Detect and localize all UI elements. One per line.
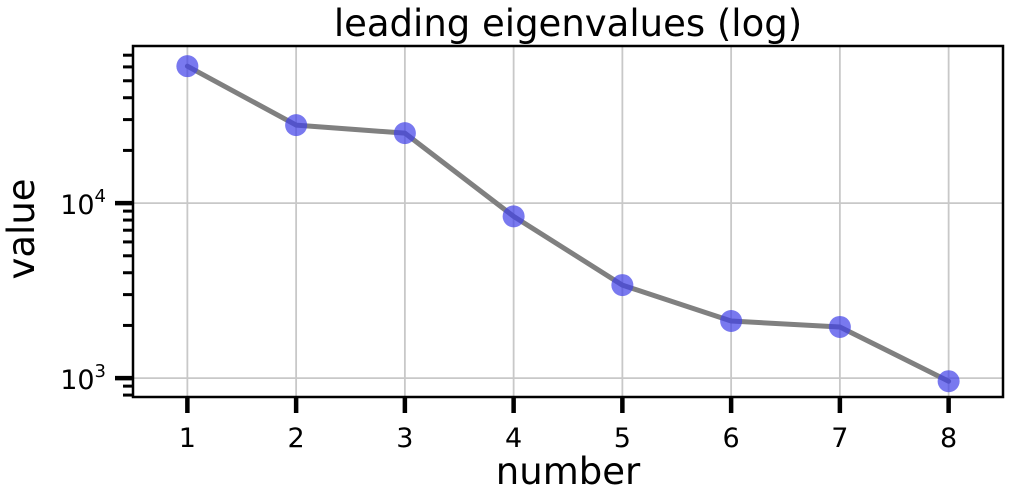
x-tick-label: 1 <box>179 423 196 454</box>
data-line <box>184 63 952 384</box>
x-tick-label: 7 <box>831 423 848 454</box>
data-point <box>720 310 743 333</box>
data-point <box>828 315 851 338</box>
y-tick-label: 103 <box>60 361 106 396</box>
y-axis-label: value <box>0 178 43 279</box>
x-tick-label: 8 <box>940 423 957 454</box>
x-tick-label: 3 <box>396 423 413 454</box>
x-axis-label: number <box>496 450 641 493</box>
data-point <box>176 55 199 78</box>
axes-layer: 1 2 3 4 5 6 7 8 103 104 <box>60 53 957 454</box>
data-point <box>393 122 416 145</box>
data-point <box>502 205 525 228</box>
data-layer <box>176 55 960 393</box>
chart-title: leading eigenvalues (log) <box>334 2 802 45</box>
x-tick-label: 2 <box>288 423 305 454</box>
x-tick-label: 5 <box>614 423 631 454</box>
y-tick-label: 104 <box>60 186 106 221</box>
data-point <box>937 370 960 393</box>
data-point <box>285 114 308 137</box>
x-tick-label: 4 <box>505 423 522 454</box>
grid-layer <box>133 46 1003 397</box>
data-point <box>611 274 634 297</box>
x-tick-label: 6 <box>723 423 740 454</box>
